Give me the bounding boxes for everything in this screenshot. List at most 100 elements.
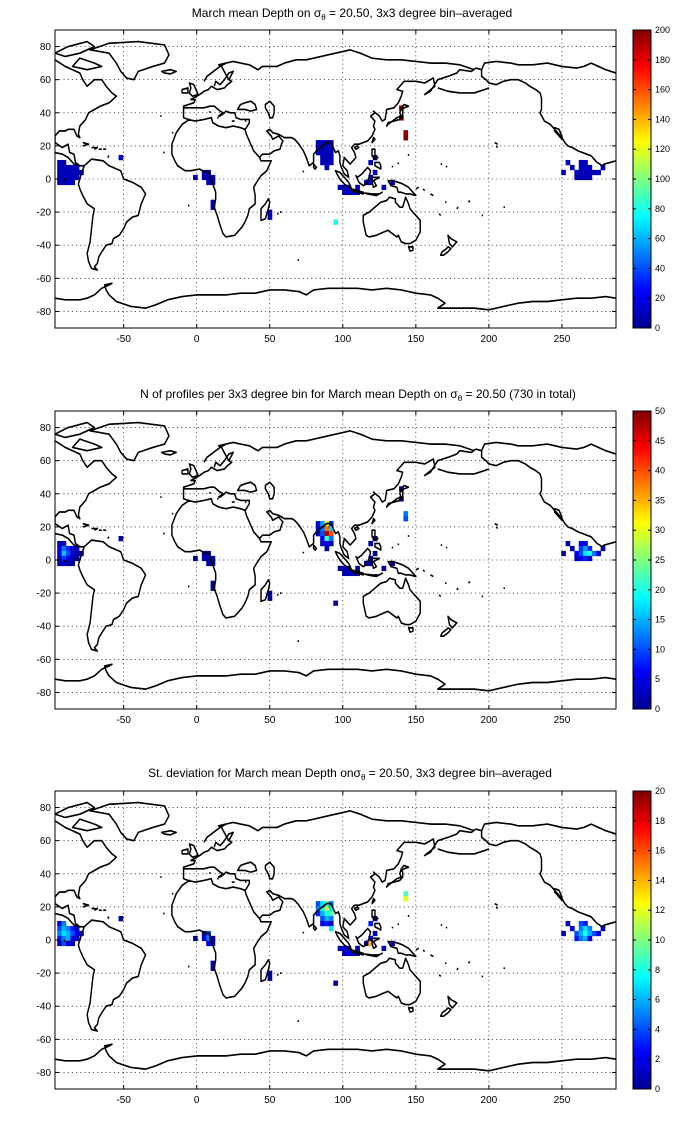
colorbar-tick-label: 10 — [655, 935, 665, 945]
x-tick-label: -50 — [116, 334, 131, 345]
bin-cell — [583, 930, 588, 937]
bin-cell — [267, 975, 273, 981]
bin-cell — [403, 516, 409, 522]
x-tick-label: 0 — [194, 334, 200, 345]
bin-cell — [578, 930, 584, 937]
bin-cell — [355, 565, 360, 572]
bin-cell — [210, 174, 216, 181]
bin-cell — [206, 179, 211, 186]
bin-cell — [591, 930, 597, 937]
bin-cell — [587, 550, 593, 557]
bin-cell — [74, 545, 80, 552]
bin-cell — [574, 174, 580, 181]
bin-cell — [578, 545, 584, 552]
bin-cell — [70, 550, 76, 557]
x-tick-label: 200 — [481, 715, 498, 726]
bin-cell — [210, 580, 216, 586]
bin-cell — [118, 915, 124, 922]
colorbar-tick-label: 30 — [655, 525, 665, 535]
bin-cell — [61, 179, 67, 186]
bin-cell — [70, 169, 76, 176]
bin-cell — [342, 570, 347, 577]
bin-cell — [346, 189, 352, 196]
x-tick-label: 0 — [194, 715, 200, 726]
bin-cell — [61, 925, 67, 932]
bin-cell — [328, 915, 334, 922]
bin-cell — [583, 540, 588, 547]
bin-cell — [65, 545, 71, 552]
bin-cell — [61, 935, 67, 942]
bin-cell — [315, 531, 321, 537]
x-tick-label: -50 — [116, 1095, 131, 1106]
colorbar-tick-label: 60 — [655, 234, 665, 244]
y-tick-label: -40 — [37, 241, 52, 252]
bin-cell — [342, 565, 347, 572]
bin-cell — [320, 920, 325, 927]
bin-cell — [70, 930, 76, 937]
colorbar: 0 20 40 60 80 100 120 140 160 180 200 — [632, 25, 670, 333]
colorbar-tick-label: 0 — [655, 1084, 660, 1094]
bin-cell — [324, 545, 330, 552]
panel-profile-count: N of profiles per 3x3 degree bin for Mar… — [37, 387, 665, 726]
bin-cell — [372, 169, 378, 176]
colorbar-tick-label: 14 — [655, 875, 665, 885]
bin-cell — [315, 911, 321, 917]
bins — [57, 105, 606, 225]
colorbar-tick-label: 15 — [655, 615, 665, 625]
bin-cell — [587, 935, 593, 942]
colorbar-tick-label: 4 — [655, 1024, 660, 1034]
bin-cell — [61, 555, 67, 562]
bin-cell — [315, 140, 321, 146]
bin-cell — [561, 930, 566, 937]
bin-cell — [193, 935, 198, 942]
bin-cell — [578, 550, 584, 557]
y-tick-label: 0 — [45, 175, 51, 186]
bin-cell — [65, 555, 71, 562]
bin-cell — [583, 925, 588, 932]
bin-cell — [65, 930, 71, 937]
bin-cell — [342, 189, 347, 196]
bin-cell — [381, 565, 387, 572]
y-tick-label: -40 — [37, 1002, 52, 1013]
bin-cell — [61, 164, 67, 171]
bin-cell — [328, 911, 334, 917]
bin-cell — [368, 174, 374, 181]
bin-cell — [587, 169, 593, 176]
bin-cell — [210, 199, 216, 205]
bin-cell — [328, 159, 334, 166]
bin-cell — [381, 184, 387, 191]
bin-cell — [61, 550, 67, 557]
bin-cell — [324, 145, 330, 151]
x-tick-label: -50 — [116, 715, 131, 726]
bin-cell — [324, 911, 330, 917]
bin-cell — [346, 570, 352, 577]
y-tick-label: 0 — [45, 936, 51, 947]
bin-cell — [578, 159, 584, 166]
coastline — [55, 801, 616, 1072]
bin-cell — [372, 535, 378, 542]
colorbar-tick-label: 50 — [655, 406, 665, 416]
bin-cell — [70, 164, 76, 171]
bin-cell — [65, 560, 71, 567]
bin-cell — [587, 545, 593, 552]
bin-cell — [61, 920, 67, 927]
bin-cell — [574, 550, 580, 557]
colorbar-gradient — [633, 791, 651, 1089]
y-tick-label: -60 — [37, 274, 52, 285]
coastline — [55, 40, 616, 311]
bin-cell — [210, 960, 216, 966]
bin-cell — [193, 555, 198, 562]
y-tick-label: 20 — [40, 141, 52, 152]
bin-cell — [390, 179, 395, 186]
bin-cell — [320, 145, 325, 151]
bin-cell — [337, 184, 343, 191]
bin-cell — [342, 184, 347, 191]
bin-cell — [315, 526, 321, 532]
bin-cell — [210, 935, 216, 942]
colorbar-tick-label: 10 — [655, 644, 665, 654]
bin-cell — [372, 915, 378, 922]
bin-cell — [328, 150, 334, 156]
colorbar-tick-label: 2 — [655, 1054, 660, 1064]
bin-cell — [578, 169, 584, 176]
